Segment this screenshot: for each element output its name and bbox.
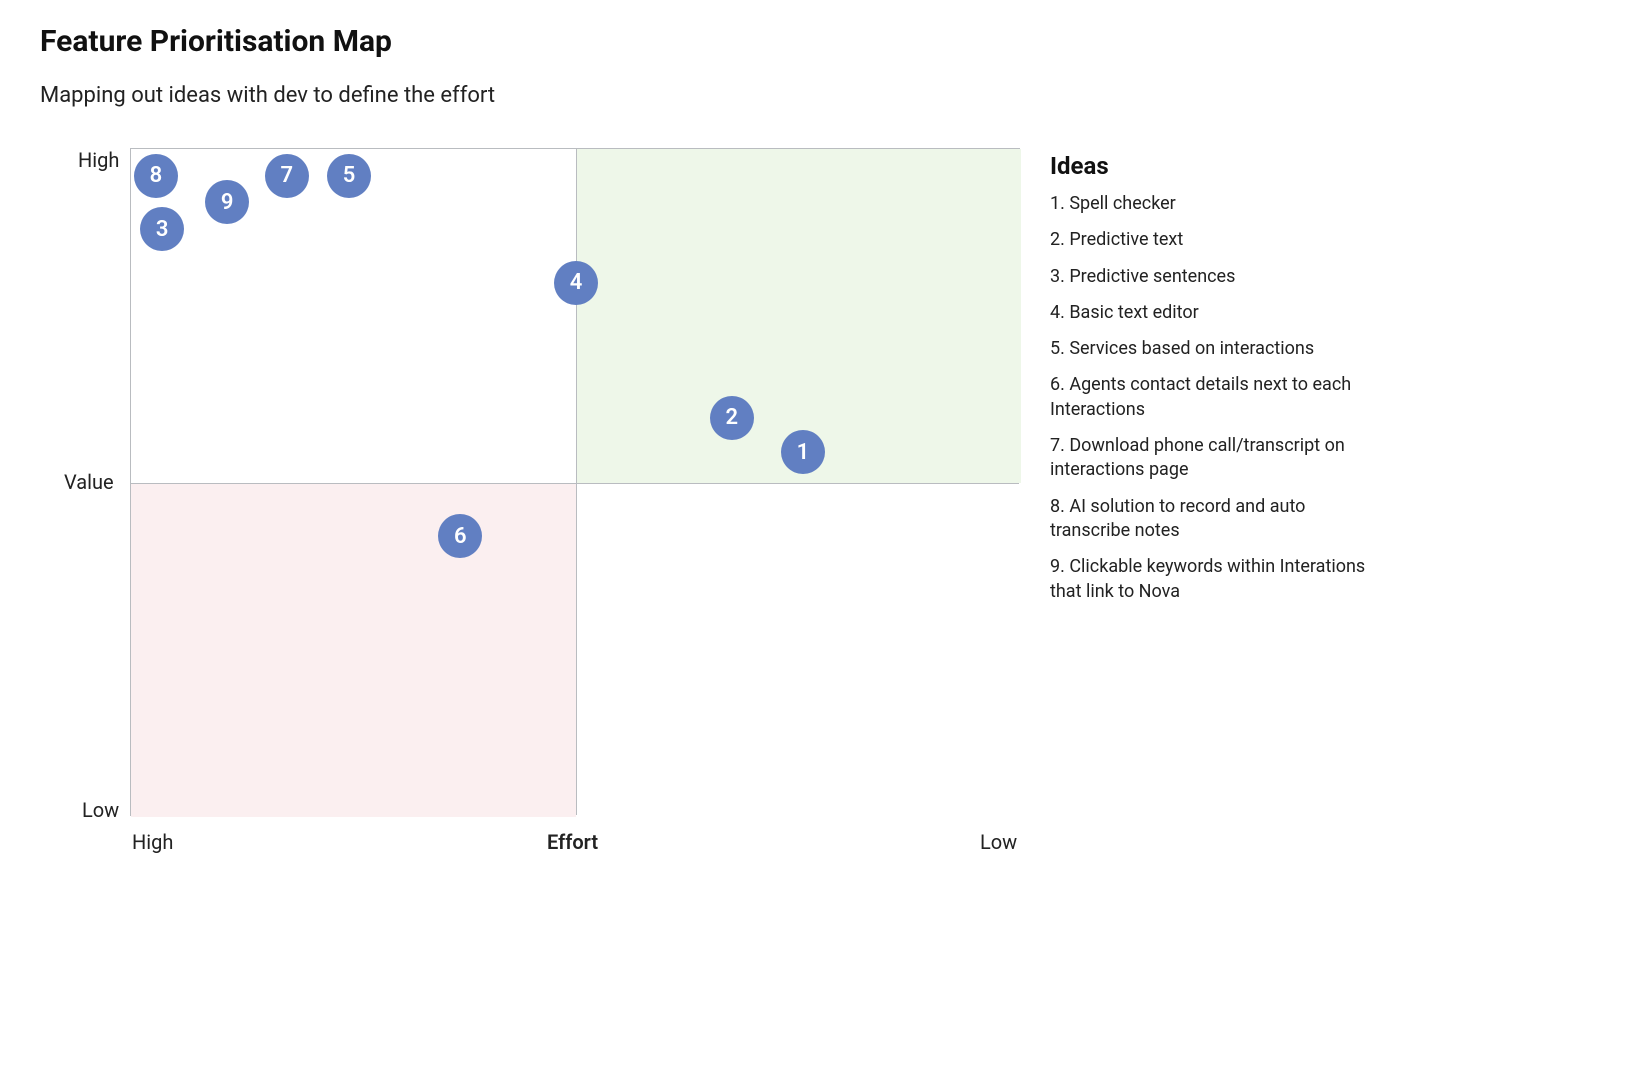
chart-vertical-divider: [576, 149, 577, 815]
chart-point-2[interactable]: 2: [710, 396, 754, 440]
idea-item: 6. Agents contact details next to each I…: [1050, 373, 1380, 422]
idea-item: 4. Basic text editor: [1050, 301, 1380, 325]
chart-horizontal-divider: [131, 483, 1019, 484]
chart-quadrant: [131, 149, 576, 483]
idea-item: 1. Spell checker: [1050, 192, 1380, 216]
page-subtitle: Mapping out ideas with dev to define the…: [40, 83, 1608, 108]
ideas-heading: Ideas: [1050, 152, 1380, 180]
chart-point-5[interactable]: 5: [327, 154, 371, 198]
idea-item: 3. Predictive sentences: [1050, 265, 1380, 289]
chart-point-4[interactable]: 4: [554, 261, 598, 305]
chart-point-9[interactable]: 9: [205, 180, 249, 224]
chart-point-8[interactable]: 8: [134, 154, 178, 198]
page-title: Feature Prioritisation Map: [40, 24, 1608, 59]
idea-item: 7. Download phone call/transcript on int…: [1050, 434, 1380, 483]
x-axis-right-label: Low: [980, 830, 1017, 854]
idea-item: 8. AI solution to record and auto transc…: [1050, 495, 1380, 544]
x-axis-left-label: High: [132, 830, 173, 854]
chart-point-6[interactable]: 6: [438, 514, 482, 558]
chart-quadrant: [131, 483, 576, 817]
y-axis-low-label: Low: [82, 798, 119, 822]
y-axis-label: Value: [64, 470, 114, 494]
chart-container: 12 3 4 5 6 7 89 High Value Low High Effort Low: [40, 148, 1020, 866]
x-axis-label: Effort: [547, 830, 598, 854]
chart-point-1[interactable]: 1: [781, 430, 825, 474]
chart-area: 12 3 4 5 6 7 89: [130, 148, 1020, 816]
chart-quadrant: [576, 483, 1021, 817]
chart-point-7[interactable]: 7: [265, 154, 309, 198]
idea-item: 9. Clickable keywords within Interations…: [1050, 555, 1380, 604]
y-axis-high-label: High: [78, 148, 119, 172]
ideas-panel: Ideas 1. Spell checker 2. Predictive text…: [1050, 148, 1380, 616]
chart-point-3[interactable]: 3: [140, 207, 184, 251]
ideas-list: 1. Spell checker 2. Predictive text 3. Pre…: [1050, 192, 1380, 604]
idea-item: 2. Predictive text: [1050, 228, 1380, 252]
idea-item: 5. Services based on interactions: [1050, 337, 1380, 361]
